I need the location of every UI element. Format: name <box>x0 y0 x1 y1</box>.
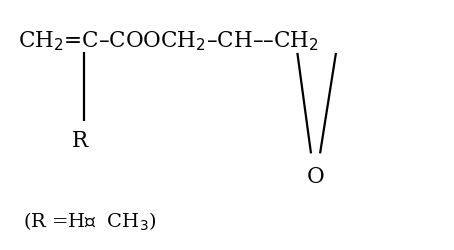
Text: CH$_2$=C–COOCH$_2$–CH––CH$_2$: CH$_2$=C–COOCH$_2$–CH––CH$_2$ <box>18 30 319 53</box>
Text: (R =H、  CH$_3$): (R =H、 CH$_3$) <box>23 210 156 232</box>
Text: R: R <box>71 129 88 151</box>
Text: O: O <box>306 165 325 187</box>
